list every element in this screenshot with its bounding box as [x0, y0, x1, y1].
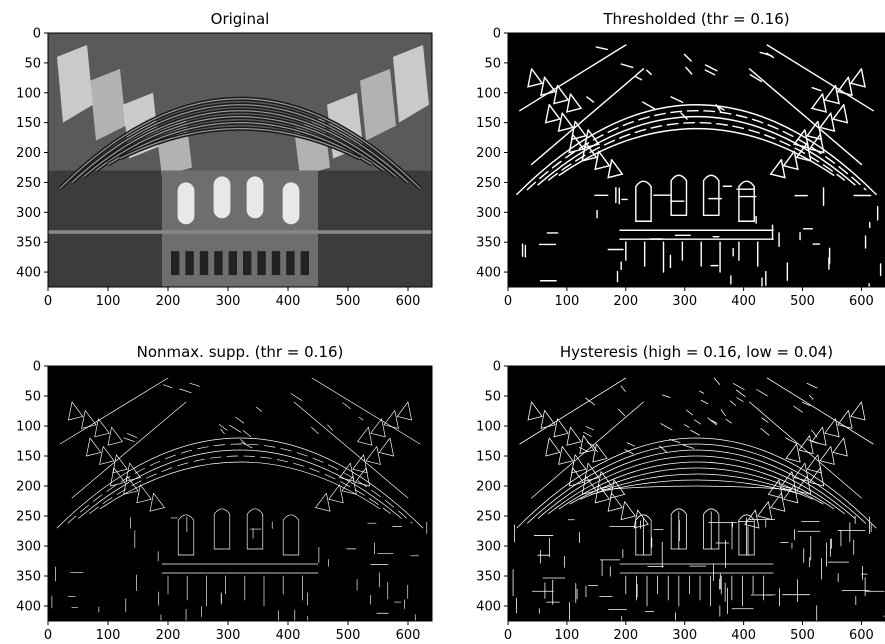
x-tick-label: 100 [554, 628, 579, 643]
y-tick-label: 350 [476, 570, 501, 585]
x-tick-label: 300 [216, 628, 241, 643]
x-tick-label: 400 [276, 628, 301, 643]
x-tick-label: 200 [613, 628, 638, 643]
y-tick-label: 250 [16, 176, 41, 191]
y-tick-label: 350 [476, 236, 501, 251]
y-tick-label: 150 [16, 450, 41, 465]
image-area [508, 366, 885, 621]
panel-title: Thresholded (thr = 0.16) [602, 10, 789, 28]
y-tick-label: 200 [16, 146, 41, 161]
x-tick-label: 500 [790, 628, 815, 643]
x-tick-label: 500 [336, 628, 361, 643]
x-tick-label: 0 [504, 628, 512, 643]
x-tick-label: 0 [44, 294, 52, 309]
x-tick-label: 600 [396, 294, 421, 309]
panel-title: Original [211, 10, 270, 28]
x-tick-label: 200 [156, 628, 181, 643]
y-tick-label: 250 [16, 510, 41, 525]
y-tick-label: 350 [16, 236, 41, 251]
y-tick-label: 100 [476, 420, 501, 435]
axes-frame [47, 365, 433, 622]
y-tick-label: 400 [476, 266, 501, 281]
axes-frame [47, 32, 433, 288]
y-tick-label: 0 [33, 27, 41, 42]
y-tick-label: 400 [16, 266, 41, 281]
image-area [48, 366, 432, 621]
y-tick-label: 100 [16, 420, 41, 435]
x-tick-label: 300 [216, 294, 241, 309]
x-tick-label: 100 [554, 294, 579, 309]
photo-image [48, 33, 432, 287]
y-tick-label: 350 [16, 570, 41, 585]
y-tick-label: 200 [16, 480, 41, 495]
panel-original: Original 0 100 200 300 400 500 600 0 50 100 150 200 2… [16, 10, 433, 309]
axes-frame [507, 365, 885, 622]
x-tick-label: 600 [849, 628, 874, 643]
panel-nonmax: Nonmax. supp. (thr = 0.16) 0 100 200 300 400 5… [16, 343, 433, 643]
edge-image [51, 377, 428, 621]
y-tick-label: 300 [476, 206, 501, 221]
panel-thresholded: Thresholded (thr = 0.16)0 100 200 300 400 500… [476, 10, 885, 309]
x-tick-label: 300 [672, 628, 697, 643]
x-tick-label: 100 [96, 294, 121, 309]
x-tick-label: 500 [790, 294, 815, 309]
panel-hysteresis: Hysteresis (high = 0.16, low = 0.04) 0 100… [476, 343, 885, 643]
y-tick-label: 250 [476, 176, 501, 191]
x-tick-label: 300 [672, 294, 697, 309]
y-tick-label: 400 [476, 600, 501, 615]
y-tick-label: 50 [484, 390, 501, 405]
x-tick-label: 600 [396, 628, 421, 643]
y-tick-label: 400 [16, 600, 41, 615]
axes-frame [507, 32, 885, 288]
x-tick-label: 400 [731, 294, 756, 309]
y-tick-label: 150 [476, 116, 501, 131]
x-tick-label: 200 [156, 294, 181, 309]
x-tick-label: 400 [276, 294, 301, 309]
y-tick-label: 0 [33, 360, 41, 375]
panel-title: Hysteresis (high = 0.16, low = 0.04) [560, 343, 833, 361]
x-tick-label: 100 [96, 628, 121, 643]
y-tick-label: 100 [16, 86, 41, 101]
y-tick-label: 200 [476, 146, 501, 161]
y-tick-label: 0 [493, 27, 501, 42]
y-tick-label: 300 [16, 540, 41, 555]
image-area [508, 33, 885, 287]
y-tick-label: 300 [16, 206, 41, 221]
edge-image [512, 377, 885, 621]
y-tick-label: 200 [476, 480, 501, 495]
y-tick-label: 100 [476, 86, 501, 101]
x-tick-label: 400 [731, 628, 756, 643]
y-tick-label: 0 [493, 360, 501, 375]
y-tick-label: 300 [476, 540, 501, 555]
y-tick-label: 250 [476, 510, 501, 525]
y-tick-label: 50 [484, 56, 501, 71]
x-tick-label: 0 [504, 294, 512, 309]
y-tick-label: 150 [476, 450, 501, 465]
x-tick-label: 0 [44, 628, 52, 643]
x-tick-label: 600 [849, 294, 874, 309]
y-tick-label: 150 [16, 116, 41, 131]
edge-image [516, 44, 882, 287]
y-tick-label: 50 [24, 56, 41, 71]
x-tick-label: 200 [613, 294, 638, 309]
x-tick-label: 500 [336, 294, 361, 309]
panel-title: Nonmax. supp. (thr = 0.16) [137, 343, 344, 361]
y-tick-label: 50 [24, 390, 41, 405]
